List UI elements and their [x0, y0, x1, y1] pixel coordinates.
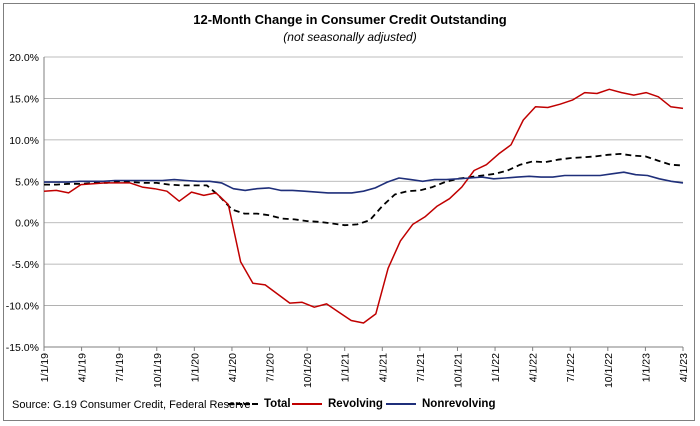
x-tick-label: 1/1/19	[39, 353, 51, 382]
x-tick-label: 10/1/21	[452, 353, 464, 388]
y-tick-label: 0.0%	[15, 218, 39, 230]
y-tick-label: -15.0%	[6, 342, 39, 354]
chart-subtitle: (not seasonally adjusted)	[283, 30, 417, 44]
x-tick-label: 10/1/22	[603, 353, 615, 388]
x-tick-label: 7/1/19	[114, 353, 126, 382]
x-tick-label: 4/1/19	[77, 353, 89, 382]
series-line-total	[44, 152, 684, 227]
x-tick-label: 1/1/22	[490, 353, 502, 382]
x-tick-label: 4/1/20	[227, 353, 239, 382]
chart-frame	[3, 3, 695, 421]
legend-item-nonrevolving: Nonrevolving	[386, 398, 495, 410]
y-tick-label: 20.0%	[9, 52, 39, 64]
x-tick-label: 10/1/20	[302, 353, 314, 388]
x-tick-label: 1/1/20	[189, 353, 201, 382]
y-tick-label: 10.0%	[9, 135, 39, 147]
x-tick-label: 4/1/21	[377, 353, 389, 382]
legend-label-revolving: Revolving	[328, 398, 383, 410]
legend-item-total: Total	[228, 398, 291, 410]
x-tick-label: 4/1/22	[528, 353, 540, 382]
chart-source-note: Source: G.19 Consumer Credit, Federal Re…	[12, 399, 251, 411]
x-tick-label: 7/1/20	[265, 353, 277, 382]
y-tick-label: 15.0%	[9, 93, 39, 105]
y-tick-label: -5.0%	[12, 259, 39, 271]
y-tick-label: -10.0%	[6, 301, 39, 313]
series-line-nonrevolving	[44, 171, 684, 194]
x-tick-label: 10/1/19	[152, 353, 164, 388]
legend-item-revolving: Revolving	[292, 398, 383, 410]
chart-title: 12-Month Change in Consumer Credit Outst…	[193, 12, 507, 27]
y-tick-label: 5.0%	[15, 176, 39, 188]
series-line-revolving	[43, 88, 684, 324]
x-tick-label: 1/1/23	[640, 353, 652, 382]
legend-swatch-nonrevolving	[386, 403, 416, 405]
legend-label-total: Total	[264, 398, 291, 410]
x-tick-label: 7/1/21	[415, 353, 427, 382]
x-tick-label: 7/1/22	[565, 353, 577, 382]
legend-swatch-revolving	[292, 403, 322, 405]
x-tick-label: 4/1/23	[678, 353, 690, 382]
x-tick-label: 1/1/21	[340, 353, 352, 382]
legend-label-nonrevolving: Nonrevolving	[422, 398, 496, 410]
legend-swatch-total	[228, 403, 258, 405]
